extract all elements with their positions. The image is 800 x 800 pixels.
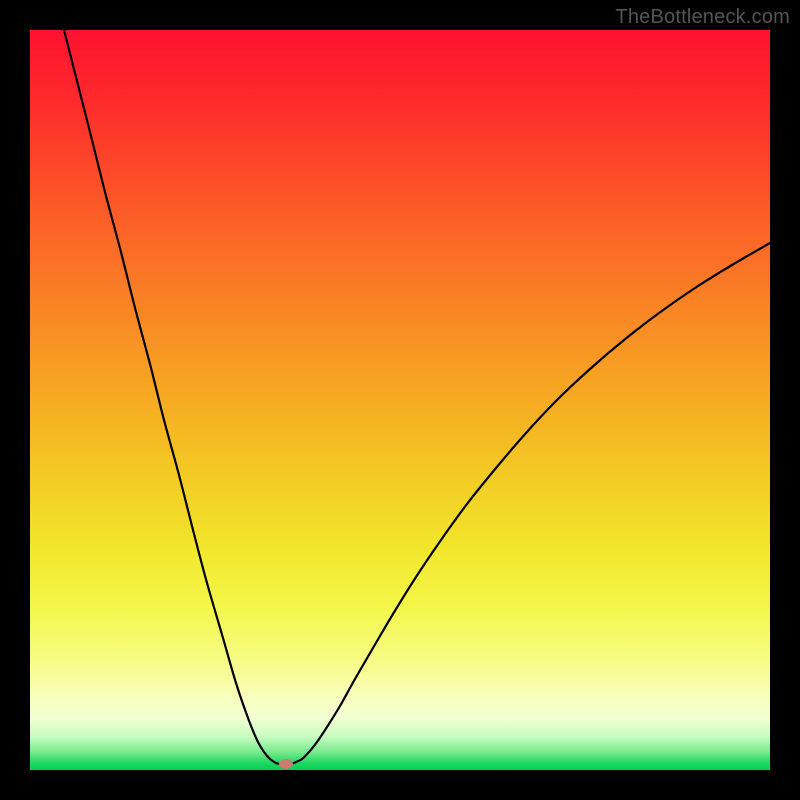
bottleneck-curve (30, 30, 770, 770)
plot-area (30, 30, 770, 770)
optimal-point-marker (279, 759, 293, 769)
watermark-text: TheBottleneck.com (615, 6, 790, 29)
